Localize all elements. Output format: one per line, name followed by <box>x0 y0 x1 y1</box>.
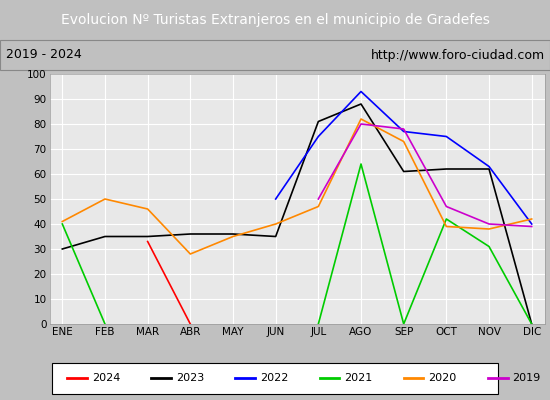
Text: 2024: 2024 <box>92 373 120 383</box>
Text: 2019 - 2024: 2019 - 2024 <box>6 48 81 62</box>
Text: 2021: 2021 <box>344 373 372 383</box>
Text: 2023: 2023 <box>176 373 204 383</box>
Bar <box>52 362 498 394</box>
Text: http://www.foro-ciudad.com: http://www.foro-ciudad.com <box>370 48 544 62</box>
Text: Evolucion Nº Turistas Extranjeros en el municipio de Gradefes: Evolucion Nº Turistas Extranjeros en el … <box>60 13 490 27</box>
Text: 2019: 2019 <box>513 373 541 383</box>
Text: 2022: 2022 <box>260 373 289 383</box>
Text: 2020: 2020 <box>428 373 456 383</box>
